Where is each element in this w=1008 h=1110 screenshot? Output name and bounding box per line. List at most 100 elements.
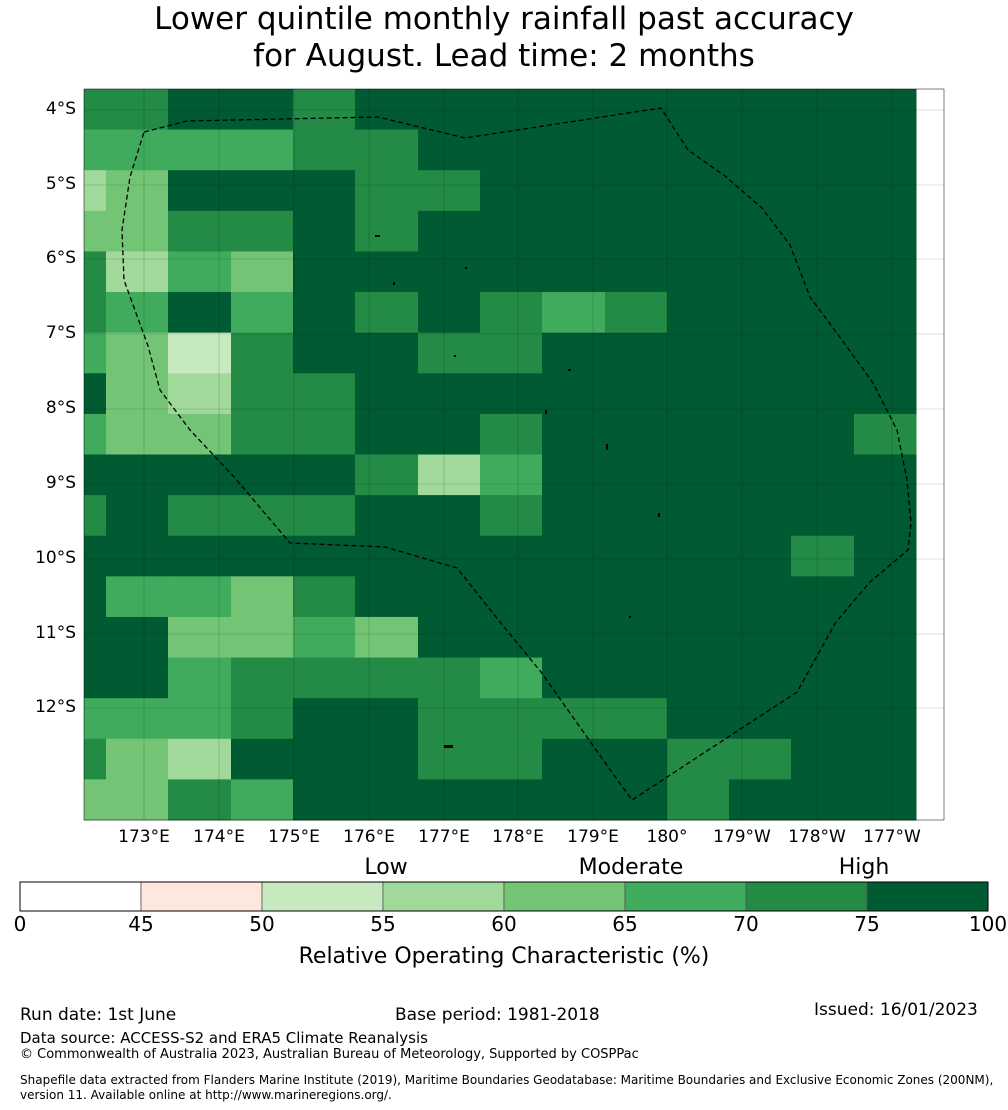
- colorbar-frame: [19, 881, 989, 912]
- map-cell: [418, 251, 481, 293]
- map-cell: [418, 738, 481, 780]
- map-cell: [231, 576, 294, 618]
- colorbar-tick-label: 55: [370, 912, 396, 936]
- latitude-label: 7°S: [45, 323, 76, 343]
- colorbar-segment: [382, 881, 505, 912]
- map-cell: [231, 251, 294, 293]
- map-cell: [106, 251, 169, 293]
- map-cell: [418, 129, 481, 171]
- map-cell: [729, 779, 792, 821]
- map-cell: [791, 495, 855, 537]
- colorbar-title: Relative Operating Characteristic (%): [298, 944, 710, 969]
- latitude-label: 5°S: [45, 174, 76, 194]
- map-cell: [106, 698, 169, 740]
- map-cell: [293, 332, 356, 374]
- map-cell: [729, 251, 792, 293]
- legend-category-high: High: [838, 855, 890, 880]
- map-cell: [106, 373, 169, 415]
- map-cell: [168, 495, 232, 537]
- map-cell: [355, 373, 419, 415]
- map-cell: [355, 535, 419, 577]
- map-cell: [355, 210, 419, 252]
- map-cell: [542, 779, 606, 821]
- map-cell: [418, 454, 481, 496]
- map-cell: [605, 89, 668, 131]
- map-cell: [854, 170, 917, 212]
- map-cell: [854, 210, 917, 252]
- map-cell: [854, 657, 917, 699]
- map-cell: [106, 535, 169, 577]
- map-cell: [791, 292, 855, 334]
- chart-title-line1: Lower quintile monthly rainfall past acc…: [154, 1, 854, 37]
- map-cell: [293, 454, 356, 496]
- map-cell: [418, 535, 481, 577]
- map-cell: [293, 89, 356, 131]
- map-cell: [854, 576, 917, 618]
- island-marks: [375, 235, 660, 748]
- map-cell: [605, 251, 668, 293]
- map-cell: [542, 89, 606, 131]
- map-cell: [854, 738, 917, 780]
- map-cell: [168, 170, 232, 212]
- map-cell: [84, 210, 107, 252]
- map-cell: [791, 129, 855, 171]
- map-cell: [667, 332, 730, 374]
- map-cell: [605, 738, 668, 780]
- map-cell: [854, 535, 917, 577]
- map-cell: [480, 576, 543, 618]
- map-cell: [791, 210, 855, 252]
- map-cell: [729, 170, 792, 212]
- map-cell: [293, 495, 356, 537]
- map-cell: [293, 738, 356, 780]
- map-cell: [84, 495, 107, 537]
- map-cell: [605, 454, 668, 496]
- map-cell: [542, 251, 606, 293]
- map-cell: [293, 292, 356, 334]
- map-cell: [293, 616, 356, 659]
- map-cell: [791, 332, 855, 374]
- map-cell: [84, 698, 107, 740]
- map-cell: [854, 129, 917, 171]
- map-cell: [667, 779, 730, 821]
- colorbar-tick-label: 0: [13, 912, 27, 936]
- map-cell: [84, 779, 107, 821]
- map-cell: [542, 210, 606, 252]
- map-cell: [168, 779, 232, 821]
- map-cell: [480, 413, 543, 455]
- map-cell: [231, 129, 294, 171]
- map-cell: [168, 332, 232, 374]
- map-cell: [605, 292, 668, 334]
- map-cell: [791, 251, 855, 293]
- map-cell: [231, 779, 294, 821]
- map-cell: [480, 251, 543, 293]
- map-cell: [355, 129, 419, 171]
- colorbar-segment: [624, 881, 747, 912]
- latitude-label: 4°S: [45, 99, 76, 119]
- map-cell: [667, 373, 730, 415]
- map-cell: [542, 170, 606, 212]
- colorbar-tick-label: 65: [612, 912, 638, 936]
- map-cell: [667, 170, 730, 212]
- map-cell: [231, 495, 294, 537]
- map-cell: [480, 454, 543, 496]
- map-cell: [106, 129, 169, 171]
- colorbar-tick-label: 60: [491, 912, 517, 936]
- map-cell: [542, 413, 606, 455]
- map-cell: [84, 535, 107, 577]
- map-cell: [418, 210, 481, 252]
- map-cell: [106, 89, 169, 131]
- base-period: Base period: 1981-2018: [395, 1005, 600, 1025]
- map-cell: [231, 454, 294, 496]
- map-cell: [791, 738, 855, 780]
- map-cell: [542, 373, 606, 415]
- map-cell: [791, 89, 855, 131]
- map-cell: [854, 251, 917, 293]
- map-cell: [106, 292, 169, 334]
- latitude-label: 11°S: [35, 623, 76, 643]
- map-cell: [293, 170, 356, 212]
- map-cell: [480, 738, 543, 780]
- map-cell: [106, 616, 169, 659]
- map-cell: [293, 698, 356, 740]
- map-cell: [168, 251, 232, 293]
- map-cell: [106, 332, 169, 374]
